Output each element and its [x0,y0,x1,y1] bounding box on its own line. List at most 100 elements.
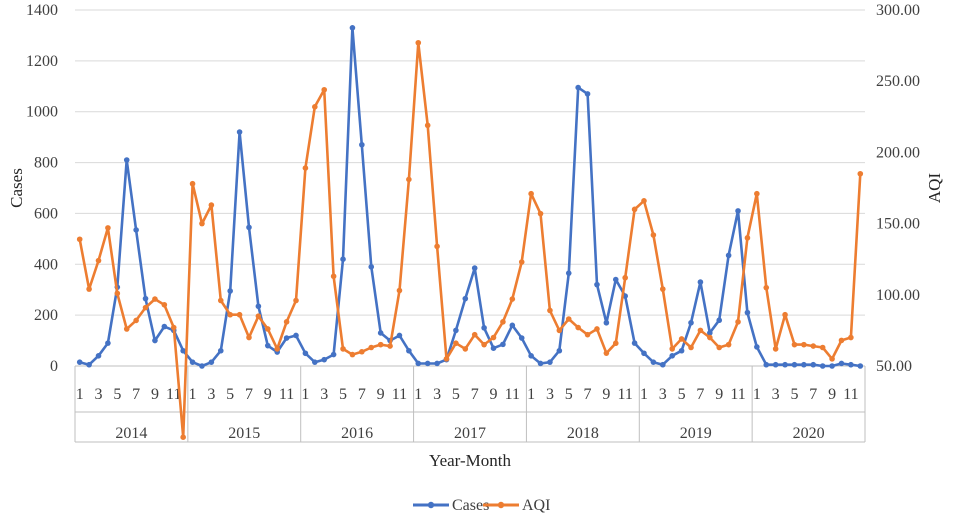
data-point-aqi [697,327,704,334]
data-point-cases [152,337,158,344]
data-point-aqi [415,39,422,46]
data-point-cases [462,295,469,302]
left-tick-label: 400 [34,256,58,273]
left-tick-label: 1200 [26,53,58,70]
data-point-aqi [537,210,544,217]
data-point-aqi [641,198,647,204]
data-point-cases [105,340,111,346]
data-point-cases [415,360,422,367]
data-point-cases [359,141,365,148]
series-cases [76,25,864,369]
data-point-cases [142,295,149,302]
data-point-cases [95,353,102,359]
month-tick-label: 9 [151,386,159,403]
data-point-cases [575,84,581,91]
data-point-cases [763,361,770,368]
data-point-cases [434,360,440,367]
month-tick-label: 9 [602,386,610,403]
month-tick-label: 3 [433,386,441,403]
data-point-aqi [547,307,553,314]
data-point-cases [255,303,262,310]
data-point-cases [377,330,384,336]
data-point-cases [471,265,478,271]
data-point-aqi [801,341,807,348]
data-point-cases [208,359,215,365]
data-point-cases [612,276,619,283]
data-point-cases [744,309,751,316]
data-point-aqi [208,202,215,208]
data-point-aqi [180,434,186,441]
data-point-cases [509,322,516,329]
data-point-cases [189,359,196,365]
data-point-aqi [707,334,713,341]
legend-item-cases: Cases [413,497,489,514]
data-point-cases [199,363,205,369]
data-point-cases [330,351,337,358]
data-point-cases [312,359,318,365]
data-point-cases [227,288,233,294]
data-point-cases [791,361,798,368]
data-point-aqi [443,356,450,362]
series-line-aqi [78,41,862,439]
month-tick-label: 1 [301,386,309,403]
data-point-cases [236,129,243,135]
data-point-cases [133,227,139,233]
data-point-aqi [650,232,657,238]
month-tick-label: 11 [617,386,632,403]
data-point-cases [782,361,788,368]
data-point-aqi [462,346,469,352]
data-point-cases [76,359,83,365]
right-tick-label: 300.00 [876,2,920,19]
month-tick-label: 7 [358,386,366,403]
data-point-aqi [810,343,817,349]
month-tick-label: 7 [696,386,704,403]
data-point-aqi [312,104,318,110]
year-label: 2019 [680,425,712,442]
year-label: 2016 [341,425,373,442]
data-point-aqi [518,259,525,265]
legend-marker-cases [427,501,435,509]
month-tick-label: 1 [527,386,535,403]
month-tick-label: 7 [245,386,253,403]
data-point-aqi [349,351,356,358]
data-point-aqi [274,346,281,352]
legend-item-aqi: AQI [483,497,550,514]
data-point-cases [396,332,403,339]
data-point-cases [735,208,741,214]
left-axis-tick-labels: 0 200 400 600 800 1000 1200 1400 [26,2,58,375]
data-point-aqi [161,301,168,308]
data-point-aqi [471,331,478,338]
data-point-aqi [669,346,676,352]
data-point-aqi [283,319,290,325]
data-point-aqi [340,346,346,352]
legend-label-aqi: AQI [522,497,550,514]
data-point-cases [368,264,375,270]
month-tick-label: 11 [505,386,520,403]
data-point-cases [537,360,544,367]
data-point-aqi [481,341,487,348]
right-axis-tick-labels: 50.00 100.00 150.00 200.00 250.00 300.00 [876,2,920,375]
month-tick-label: 9 [490,386,498,403]
data-point-cases [650,359,657,365]
month-tick-label: 7 [584,386,592,403]
data-point-aqi [368,344,375,351]
series-layer [76,25,864,441]
data-point-aqi [838,337,845,344]
data-point-aqi [133,317,139,324]
data-point-cases [829,363,835,369]
data-point-aqi [227,311,233,318]
data-point-aqi [86,286,92,292]
data-point-cases [349,25,356,31]
data-point-cases [838,360,845,367]
right-tick-label: 150.00 [876,216,920,233]
data-point-cases [810,361,817,368]
data-point-cases [490,345,497,352]
legend: Cases AQI [413,497,550,514]
data-point-cases [293,332,299,339]
left-tick-label: 1000 [26,104,58,121]
month-tick-label: 3 [659,386,667,403]
data-point-aqi [594,326,600,332]
data-point-cases [669,353,676,359]
data-point-aqi [603,350,610,356]
